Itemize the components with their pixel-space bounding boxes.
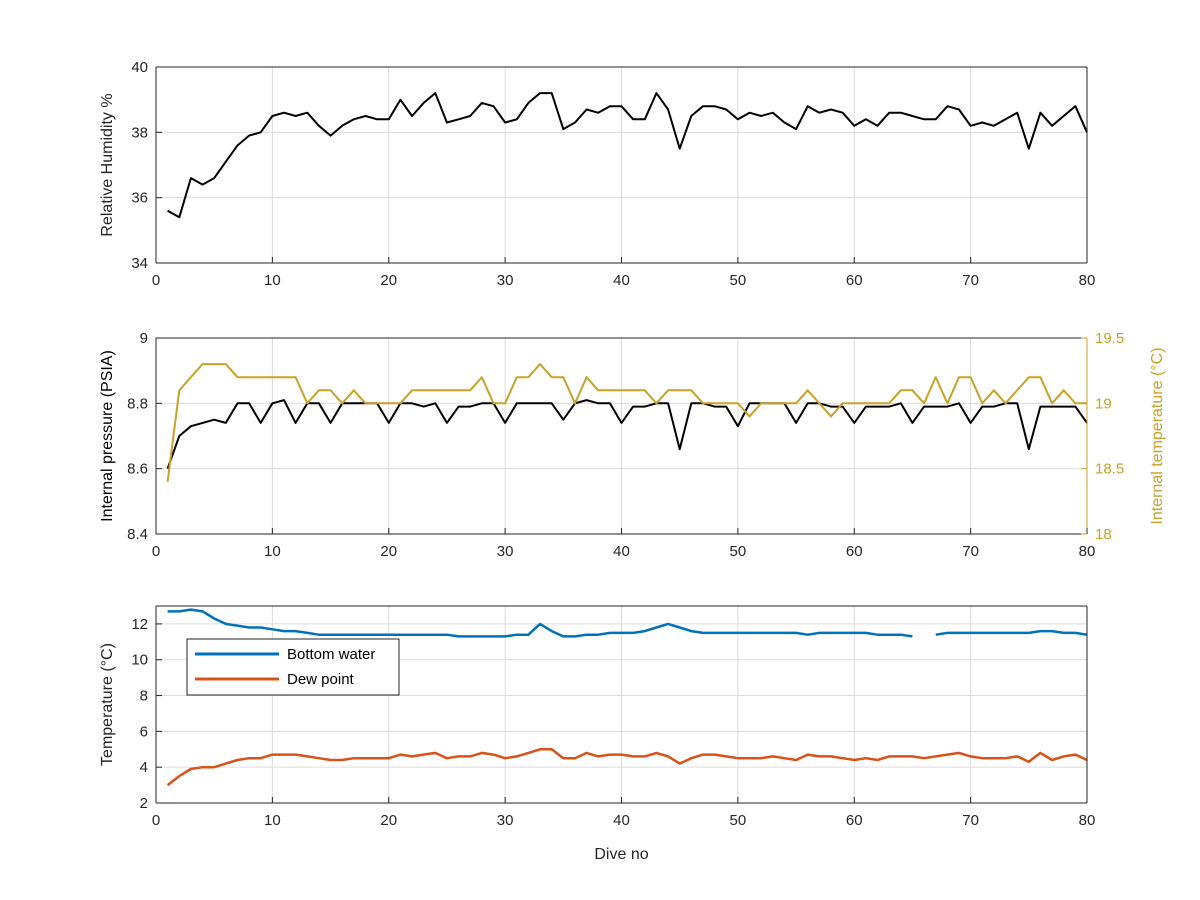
series-line-2 <box>166 363 1087 482</box>
x-tick-label: 60 <box>846 543 863 560</box>
y-axis-label: Temperature (°C) <box>99 643 116 766</box>
x-tick-label: 40 <box>613 812 630 829</box>
y-tick-label: 36 <box>131 190 148 207</box>
x-tick-label: 30 <box>497 812 514 829</box>
y2-tick-label: 19.5 <box>1095 330 1124 347</box>
x-tick-label: 20 <box>380 812 397 829</box>
y2-axis-label: Internal temperature (°C) <box>1149 347 1166 524</box>
x-tick-label: 0 <box>152 543 160 560</box>
y-tick-label: 2 <box>140 795 148 812</box>
x-tick-label: 70 <box>962 543 979 560</box>
legend-label-bottom-water: Bottom water <box>287 646 375 663</box>
y-axis-label: Internal pressure (PSIA) <box>99 350 116 522</box>
y-tick-label: 38 <box>131 124 148 141</box>
y-tick-label: 8 <box>140 688 148 705</box>
y2-tick-label: 18 <box>1095 526 1112 543</box>
series-line-bottom-water <box>167 608 1088 638</box>
legend: Bottom water Dew point <box>186 638 400 696</box>
x-tick-label: 0 <box>152 812 160 829</box>
x-tick-label: 20 <box>380 272 397 289</box>
pressure-temperature-panel: 0 10 20 30 40 50 60 70 80 8.4 8.6 8.8 9 18 18.5 19 19.5 I… <box>99 330 1166 560</box>
x-tick-label: 20 <box>380 543 397 560</box>
legend-label-dew-point: Dew point <box>287 671 355 688</box>
x-tick-label: 30 <box>497 272 514 289</box>
y-tick-label: 8.6 <box>127 461 148 478</box>
series-line-dew-point <box>166 748 1088 787</box>
x-tick-label: 50 <box>730 543 747 560</box>
x-tick-label: 10 <box>264 272 281 289</box>
x-tick-label: 60 <box>846 272 863 289</box>
y2-tick-label: 18.5 <box>1095 461 1124 478</box>
x-tick-label: 60 <box>846 812 863 829</box>
y-tick-label: 12 <box>131 616 148 633</box>
y-tick-label: 40 <box>131 59 148 76</box>
x-tick-label: 70 <box>962 812 979 829</box>
x-tick-label: 80 <box>1079 543 1096 560</box>
y-tick-label: 8.8 <box>127 395 148 412</box>
x-tick-label: 10 <box>264 812 281 829</box>
series-line-1 <box>166 399 1088 470</box>
x-tick-label: 50 <box>730 812 747 829</box>
y2-tick-label: 19 <box>1095 395 1112 412</box>
y-tick-label: 34 <box>131 255 148 272</box>
series-line-1 <box>167 92 1088 219</box>
x-tick-label: 50 <box>730 272 747 289</box>
legend-box <box>186 638 400 696</box>
x-tick-label: 0 <box>152 272 160 289</box>
x-tick-label: 30 <box>497 543 514 560</box>
humidity-panel: 0 10 20 30 40 50 60 70 80 34 36 38 40 Relative Humidi… <box>99 59 1095 289</box>
x-axis-label: Dive no <box>594 846 648 863</box>
y-tick-label: 10 <box>131 652 148 669</box>
y-tick-label: 4 <box>140 759 148 776</box>
x-tick-label: 40 <box>613 543 630 560</box>
y-tick-label: 9 <box>140 330 148 347</box>
x-tick-label: 80 <box>1079 272 1096 289</box>
x-tick-label: 40 <box>613 272 630 289</box>
x-tick-label: 10 <box>264 543 281 560</box>
y-tick-label: 8.4 <box>127 526 148 543</box>
y-axis-label: Relative Humidity % <box>99 93 116 236</box>
x-tick-label: 80 <box>1079 812 1096 829</box>
temperature-panel: 0 10 20 30 40 50 60 70 80 2 4 6 8 10 12 Temperature (°C… <box>99 605 1096 863</box>
y-tick-label: 6 <box>140 723 148 740</box>
x-tick-label: 70 <box>962 272 979 289</box>
